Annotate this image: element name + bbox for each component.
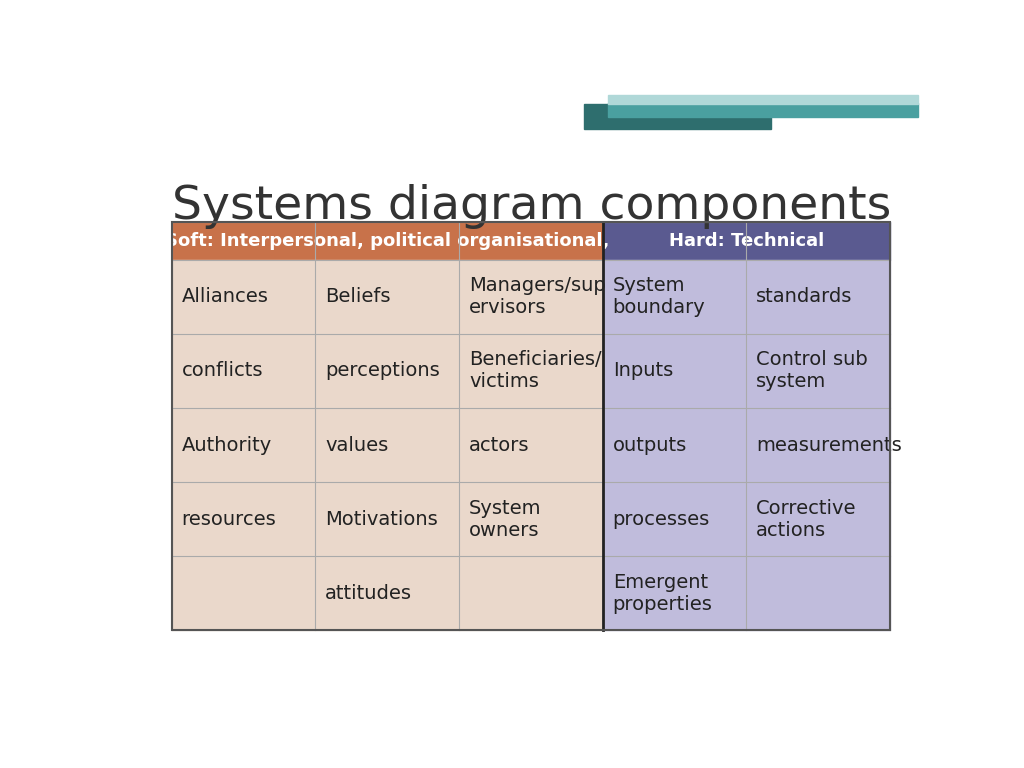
Text: measurements: measurements xyxy=(757,435,902,455)
Bar xyxy=(459,334,602,408)
Bar xyxy=(459,260,602,334)
Text: standards: standards xyxy=(757,287,853,306)
Bar xyxy=(602,408,746,482)
Bar xyxy=(602,334,746,408)
Bar xyxy=(602,556,746,631)
Text: Managers/sup
ervisors: Managers/sup ervisors xyxy=(469,276,606,317)
Text: outputs: outputs xyxy=(612,435,687,455)
Text: perceptions: perceptions xyxy=(326,362,440,380)
Text: System
owners: System owners xyxy=(469,498,542,540)
Text: Systems diagram components: Systems diagram components xyxy=(172,184,891,229)
Bar xyxy=(172,222,602,260)
Bar xyxy=(172,222,890,631)
Text: Motivations: Motivations xyxy=(326,510,438,528)
Text: Corrective
actions: Corrective actions xyxy=(757,498,857,540)
Bar xyxy=(315,260,459,334)
Bar xyxy=(315,334,459,408)
Bar xyxy=(746,334,890,408)
Bar xyxy=(315,556,459,631)
Bar xyxy=(746,260,890,334)
Bar xyxy=(602,482,746,556)
Text: System
boundary: System boundary xyxy=(612,276,706,317)
Text: conflicts: conflicts xyxy=(181,362,263,380)
Text: Hard: Technical: Hard: Technical xyxy=(669,232,824,250)
Bar xyxy=(608,103,918,117)
Text: Beliefs: Beliefs xyxy=(326,287,391,306)
Bar xyxy=(172,260,315,334)
Text: processes: processes xyxy=(612,510,710,528)
Text: actors: actors xyxy=(469,435,529,455)
Bar xyxy=(585,104,771,129)
Bar xyxy=(459,556,602,631)
Bar xyxy=(315,408,459,482)
Bar xyxy=(459,408,602,482)
Bar xyxy=(602,222,890,260)
Text: Inputs: Inputs xyxy=(612,362,673,380)
Bar xyxy=(172,556,315,631)
Bar xyxy=(746,408,890,482)
Bar xyxy=(172,482,315,556)
Text: Soft: Interpersonal, political organisational,: Soft: Interpersonal, political organisat… xyxy=(165,232,609,250)
Text: Alliances: Alliances xyxy=(181,287,268,306)
Bar xyxy=(315,482,459,556)
Text: Emergent
properties: Emergent properties xyxy=(612,573,713,614)
Bar xyxy=(602,260,746,334)
Bar xyxy=(746,482,890,556)
Bar xyxy=(172,334,315,408)
Text: Beneficiaries/
victims: Beneficiaries/ victims xyxy=(469,350,602,392)
Text: Control sub
system: Control sub system xyxy=(757,350,868,392)
Bar xyxy=(459,482,602,556)
Bar xyxy=(172,408,315,482)
Bar xyxy=(608,94,918,104)
Bar xyxy=(746,556,890,631)
Text: attitudes: attitudes xyxy=(326,584,413,603)
Text: resources: resources xyxy=(181,510,276,528)
Text: values: values xyxy=(326,435,388,455)
Text: Authority: Authority xyxy=(181,435,272,455)
